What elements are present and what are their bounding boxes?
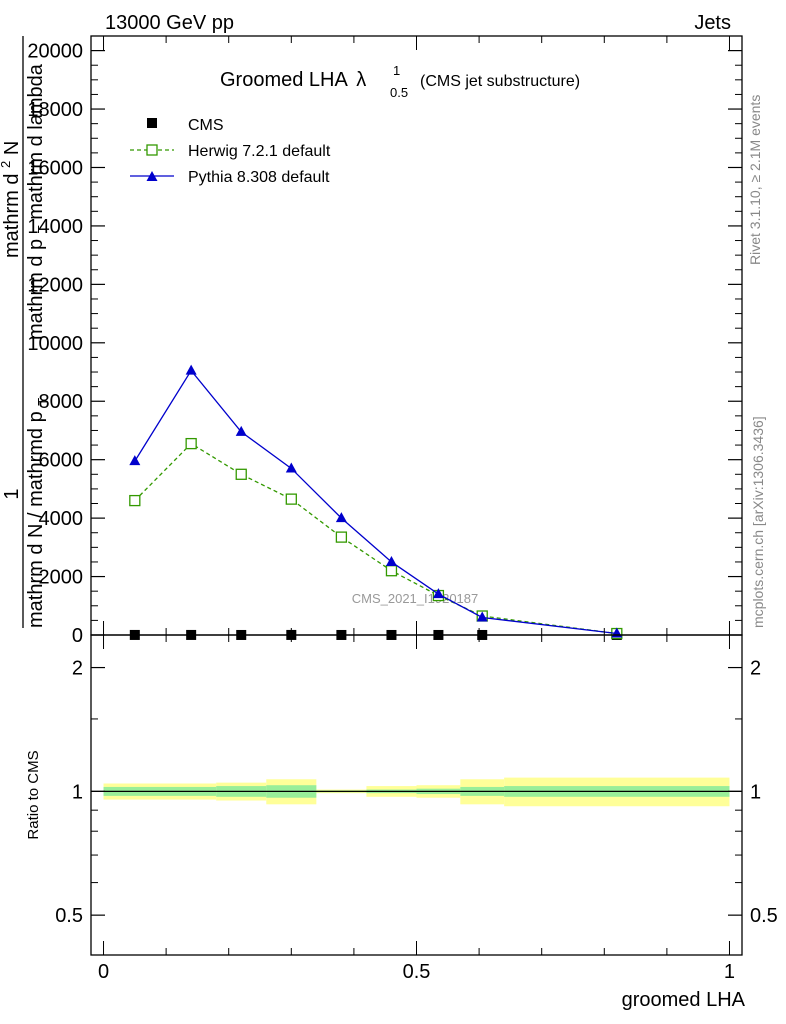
ylabel-den-text: mathrm d N / mathrmd p [25,411,47,628]
herwig-point [185,437,197,450]
x-tick-label: 0.5 [403,961,431,983]
x-tick-label: 0 [98,961,109,983]
legend: CMS Herwig 7.2.1 default Pythia 8.308 de… [130,117,331,186]
ylabel-frac-den: mathrm d N / mathrmd p T [25,398,50,628]
ratio-y-axis-label: Ratio to CMS [25,750,42,839]
herwig-point [129,494,141,507]
ylabel-top-num-text: mathrm d [1,174,23,258]
pythia-point [185,364,197,375]
ylabel-top-num-tail: N [1,141,23,155]
ratio-y-tick-label: 0.5 [55,905,83,927]
herwig-point [335,531,348,543]
main-y-tick-label: 0 [72,625,83,647]
ylabel-top-den-text: mathrm d p [25,239,47,340]
ylabel-top-den-sub: T [35,225,50,233]
header-left: 13000 GeV pp [105,12,234,34]
main-y-tick-label: 8000 [39,391,84,413]
ylabel-top-den: mathrm d p T mathrm d lambda [25,63,52,340]
pythia-point [235,425,247,436]
title-lambda: λ [356,69,366,91]
ratio-axes: 0.5 0.5 1 1 2 2 0 0.5 1 [55,635,778,983]
watermark: CMS_2021_I1920187 [352,591,479,606]
pythia-point [129,455,141,466]
legend-marker-cms [147,118,157,128]
herwig-line [134,442,617,635]
ratio-y-tick-label-right: 0.5 [750,905,778,927]
title-suffix: (CMS jet substructure) [420,73,580,90]
main-y-tick-label: 6000 [39,450,84,472]
main-y-tick-label: 12000 [27,274,83,296]
x-axis-label: groomed LHA [622,989,746,1011]
ylabel-frac-num: 1 [1,488,23,499]
ylabel-top-den-tail: mathrm d lambda [25,63,47,219]
ratio-y-tick-label-right: 2 [750,658,761,680]
pythia-point [285,462,297,473]
legend-marker-herwig [146,144,158,156]
herwig-point [235,468,247,480]
main-axes: 0 2000 4000 6000 8000 10000 12000 14000 16000 180… [27,36,742,647]
header-right: Jets [694,12,731,34]
pythia-point [335,512,347,523]
title-main: Groomed LHA [220,69,348,91]
herwig-point [385,565,398,577]
pythia-point [385,555,397,566]
ratio-y-tick-label: 2 [72,658,83,680]
legend-marker-pythia [146,171,158,181]
mcplots-label: mcplots.cern.ch [arXiv:1306.3436] [750,416,766,628]
main-y-tick-label: 10000 [27,333,83,355]
main-y-tick-label: 18000 [27,99,83,121]
plot-title: Groomed LHA λ 1 0.5 (CMS jet substructur… [220,63,580,100]
legend-label-pythia: Pythia 8.308 default [188,169,330,186]
main-y-tick-label: 2000 [39,567,84,589]
legend-label-herwig: Herwig 7.2.1 default [188,143,331,160]
main-y-axis-label: 1 mathrm d N / mathrmd p T mathrm d 2 N … [0,36,52,628]
main-y-tick-label: 14000 [27,216,83,238]
svg-text:Groomed LHA λ: Groomed LHA λ [220,69,366,91]
legend-label-cms: CMS [188,117,224,134]
title-sup: 1 [393,63,400,78]
ylabel-den-sub: T [35,398,50,406]
herwig-point [285,493,297,505]
pythia-point [476,611,488,622]
ratio-y-tick-label: 1 [72,781,83,803]
main-y-tick-label: 20000 [27,41,83,63]
main-y-tick-label: 4000 [39,508,84,530]
ylabel-top-num: mathrm d 2 N [0,141,23,258]
pythia-point [432,588,444,599]
title-sub: 0.5 [390,85,408,100]
ylabel-top-num-sup: 2 [0,161,13,168]
main-y-tick-label: 16000 [27,157,83,179]
ratio-y-tick-label-right: 1 [750,781,761,803]
x-tick-label: 1 [724,961,735,983]
rivet-label: Rivet 3.1.10, ≥ 2.1M events [747,95,763,265]
